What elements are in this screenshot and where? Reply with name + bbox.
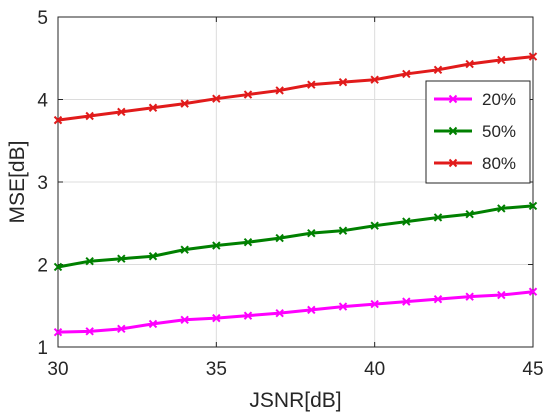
data-point-marker: [402, 297, 411, 306]
data-point-marker: [497, 290, 506, 300]
data-point-marker: [275, 233, 284, 243]
data-point-marker: [307, 305, 316, 315]
data-point-marker: [212, 313, 221, 323]
series-line: [57, 204, 534, 269]
series-20-pct: [53, 287, 538, 337]
data-point-marker: [465, 209, 474, 219]
legend-swatch-marker: [448, 158, 458, 168]
legend-label: 20%: [482, 90, 516, 109]
data-point-marker: [370, 221, 379, 230]
data-point-marker: [243, 90, 253, 99]
x-tick-label: 35: [206, 359, 227, 380]
data-point-marker: [148, 319, 158, 329]
data-point-marker: [53, 115, 63, 125]
data-point-marker: [528, 287, 538, 296]
legend-label: 50%: [482, 122, 516, 141]
legend: 20% 50% 80%: [425, 80, 531, 184]
x-axis-label: JSNR[dB]: [249, 389, 341, 412]
data-point-marker: [338, 77, 348, 87]
legend-item: 50%: [434, 122, 516, 141]
data-point-marker: [53, 262, 63, 272]
data-point-marker: [117, 324, 126, 334]
data-point-marker: [243, 238, 253, 247]
x-tick-label: 40: [364, 359, 385, 380]
legend-item: 20%: [434, 90, 516, 109]
data-point-marker: [117, 254, 126, 263]
data-point-marker: [402, 217, 411, 226]
y-tick-label: 3: [37, 173, 48, 194]
data-point-marker: [117, 107, 126, 117]
data-point-marker: [148, 252, 158, 261]
y-tick-label: 1: [37, 338, 48, 359]
data-point-marker: [307, 228, 316, 238]
data-point-marker: [85, 111, 94, 121]
data-point-marker: [497, 55, 506, 65]
series-line: [57, 55, 534, 122]
data-point-marker: [85, 256, 94, 266]
data-point-marker: [275, 308, 284, 318]
data-point-marker: [402, 69, 411, 79]
legend-label: 80%: [482, 154, 516, 173]
data-point-marker: [243, 311, 253, 320]
data-point-marker: [338, 226, 348, 235]
data-point-marker: [180, 315, 189, 324]
data-point-marker: [433, 213, 443, 222]
data-point-marker: [528, 201, 538, 211]
series-50-pct: [53, 201, 538, 272]
y-axis-label: MSE[dB]: [6, 141, 29, 224]
data-point-marker: [338, 302, 348, 311]
y-tick-label: 4: [37, 91, 48, 112]
legend-swatch-marker: [448, 94, 458, 104]
legend-swatch-marker: [448, 126, 458, 136]
data-point-marker: [433, 65, 443, 75]
data-point-marker: [212, 241, 221, 250]
legend-item: 80%: [434, 154, 516, 173]
data-point-marker: [497, 204, 506, 213]
data-point-marker: [465, 59, 474, 69]
data-point-marker: [180, 245, 189, 254]
x-tick-label: 30: [47, 359, 68, 380]
x-axis: 30 35 40 45: [47, 17, 544, 380]
data-point-marker: [212, 94, 221, 103]
data-point-marker: [370, 75, 379, 84]
series-layer: [53, 52, 538, 337]
data-point-marker: [307, 80, 316, 89]
data-point-marker: [370, 299, 379, 309]
x-tick-label: 45: [522, 359, 543, 380]
data-point-marker: [433, 294, 443, 304]
data-point-marker: [528, 52, 538, 61]
data-point-marker: [85, 327, 94, 336]
data-point-marker: [465, 292, 474, 301]
series-line: [57, 290, 534, 334]
data-point-marker: [180, 99, 189, 108]
data-point-marker: [53, 327, 63, 337]
data-point-marker: [148, 103, 158, 112]
y-tick-label: 2: [37, 256, 48, 277]
y-tick-label: 5: [37, 8, 48, 29]
series-80-pct: [53, 52, 538, 125]
data-point-marker: [275, 86, 284, 95]
